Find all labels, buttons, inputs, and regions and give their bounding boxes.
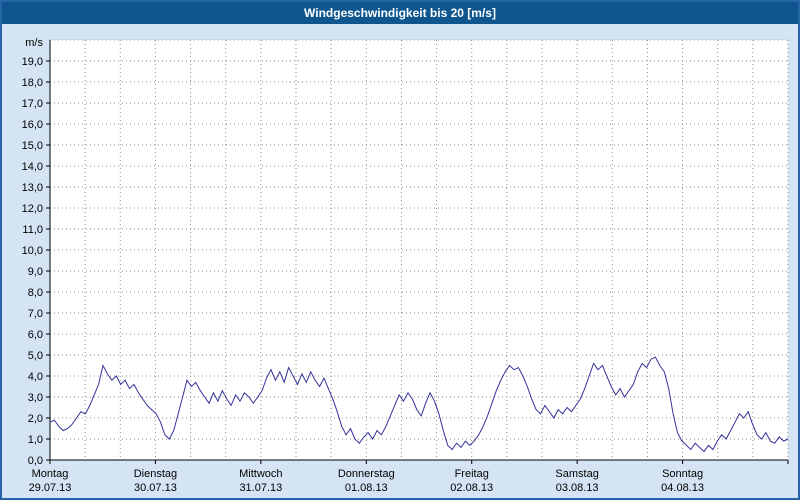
y-tick-label: 2,0 — [28, 413, 43, 425]
wind-speed-line — [49, 356, 789, 453]
wind-speed-chart: 0,0 1,0 2,0 3,0 4,0 5,0 6,0 7,0 8,0 9,0 10,0 11,0 12… — [22, 37, 789, 494]
y-tick-label: 12,0 — [22, 203, 43, 215]
x-tick-day-label: Mittwoch — [239, 468, 282, 480]
y-tick-label: 13,0 — [22, 182, 43, 194]
x-tick-date-label: 03.08.13 — [556, 482, 599, 494]
y-tick-label: 16,0 — [22, 119, 43, 131]
y-tick-label: 1,0 — [28, 434, 43, 446]
x-tick-date-label: 31.07.13 — [239, 482, 282, 494]
x-tick-day-label: Donnerstag — [338, 468, 395, 480]
y-tick-label: 5,0 — [28, 350, 43, 362]
x-tick-day-label: Sonntag — [662, 468, 703, 480]
y-tick-label: 8,0 — [28, 287, 43, 299]
x-tick-date-label: 02.08.13 — [450, 482, 493, 494]
y-tick-label: 14,0 — [22, 161, 43, 173]
plot-area: 0,0 1,0 2,0 3,0 4,0 5,0 6,0 7,0 8,0 9,0 10,0 11,0 12… — [2, 24, 798, 498]
x-tick-day-label: Samstag — [555, 468, 598, 480]
x-tick-date-label: 29.07.13 — [29, 482, 72, 494]
y-tick-label: 19,0 — [22, 56, 43, 68]
x-tick-date-label: 01.08.13 — [345, 482, 388, 494]
chart-title-bar: Windgeschwindigkeit bis 20 [m/s] — [2, 2, 798, 24]
x-tick-day-label: Montag — [32, 468, 69, 480]
y-tick-label: 17,0 — [22, 98, 43, 110]
y-tick-label: 6,0 — [28, 329, 43, 341]
y-tick-label: 18,0 — [22, 77, 43, 89]
x-tick-date-label: 04.08.13 — [661, 482, 704, 494]
chart-title: Windgeschwindigkeit bis 20 [m/s] — [304, 6, 496, 20]
y-tick-label: 4,0 — [28, 371, 43, 383]
y-tick-label: 9,0 — [28, 266, 43, 278]
y-tick-label: 15,0 — [22, 140, 43, 152]
x-tick-date-label: 30.07.13 — [134, 482, 177, 494]
y-axis-unit-label: m/s — [25, 37, 43, 49]
y-tick-label: 10,0 — [22, 245, 43, 257]
y-tick-label: 0,0 — [28, 455, 43, 467]
y-tick-label: 3,0 — [28, 392, 43, 404]
x-tick-day-label: Freitag — [455, 468, 489, 480]
y-tick-label: 11,0 — [22, 224, 43, 236]
x-tick-day-label: Dienstag — [134, 468, 177, 480]
y-tick-label: 7,0 — [28, 308, 43, 320]
